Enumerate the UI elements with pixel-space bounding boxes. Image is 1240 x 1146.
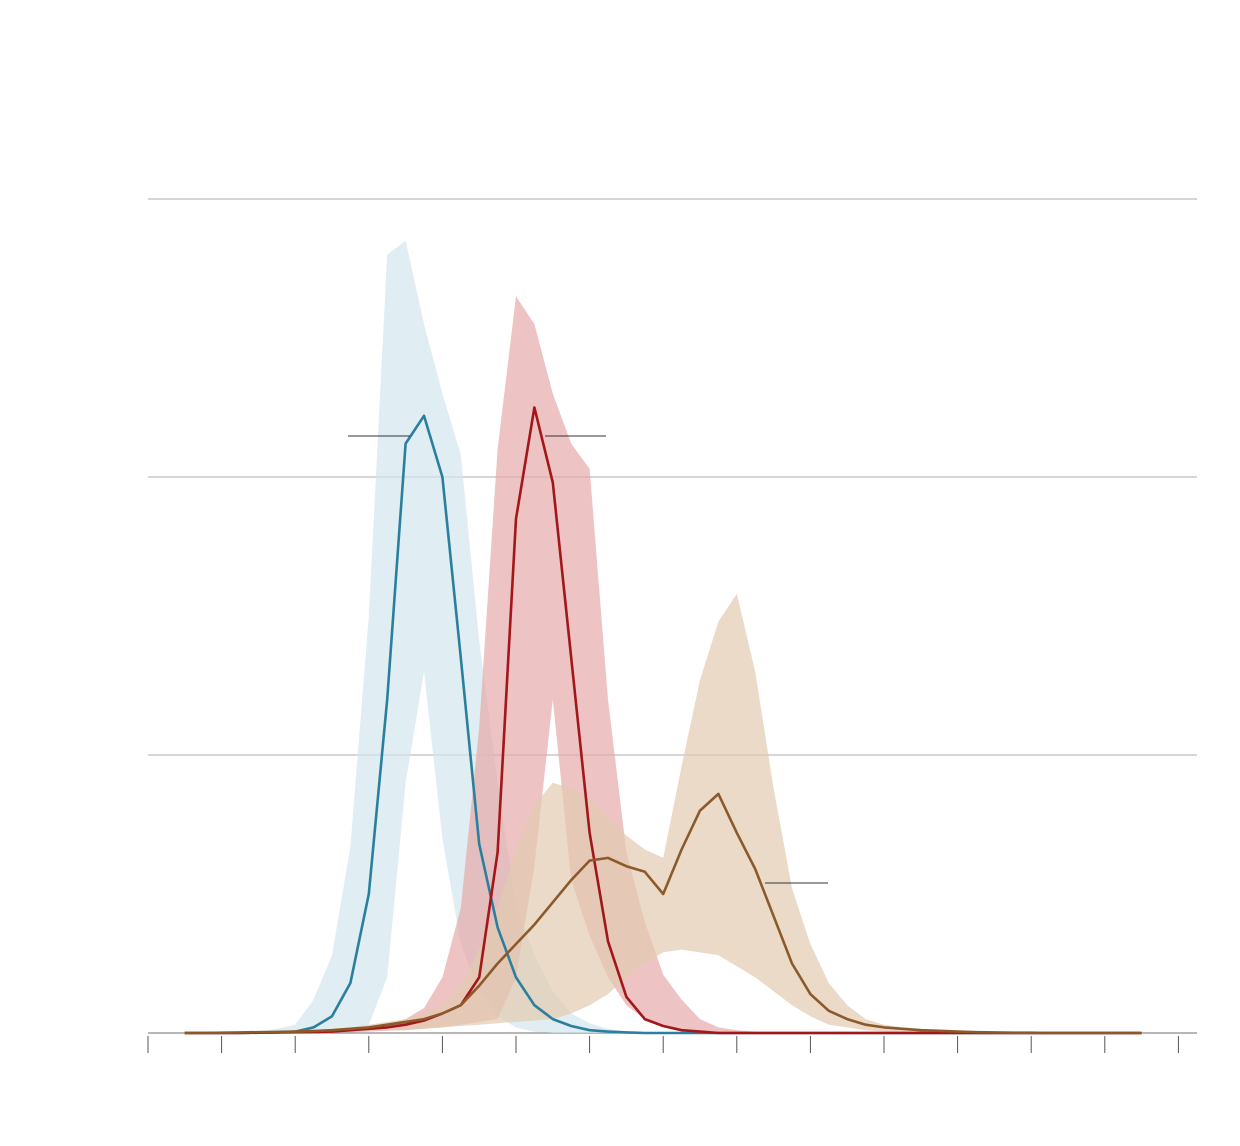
uncertainty-band — [184, 593, 1142, 1033]
bands — [184, 240, 1142, 1033]
uncertainty-band — [184, 240, 1142, 1033]
x-ticks — [147, 1036, 1179, 1053]
lines — [184, 406, 1142, 1035]
series-line — [184, 792, 1142, 1035]
